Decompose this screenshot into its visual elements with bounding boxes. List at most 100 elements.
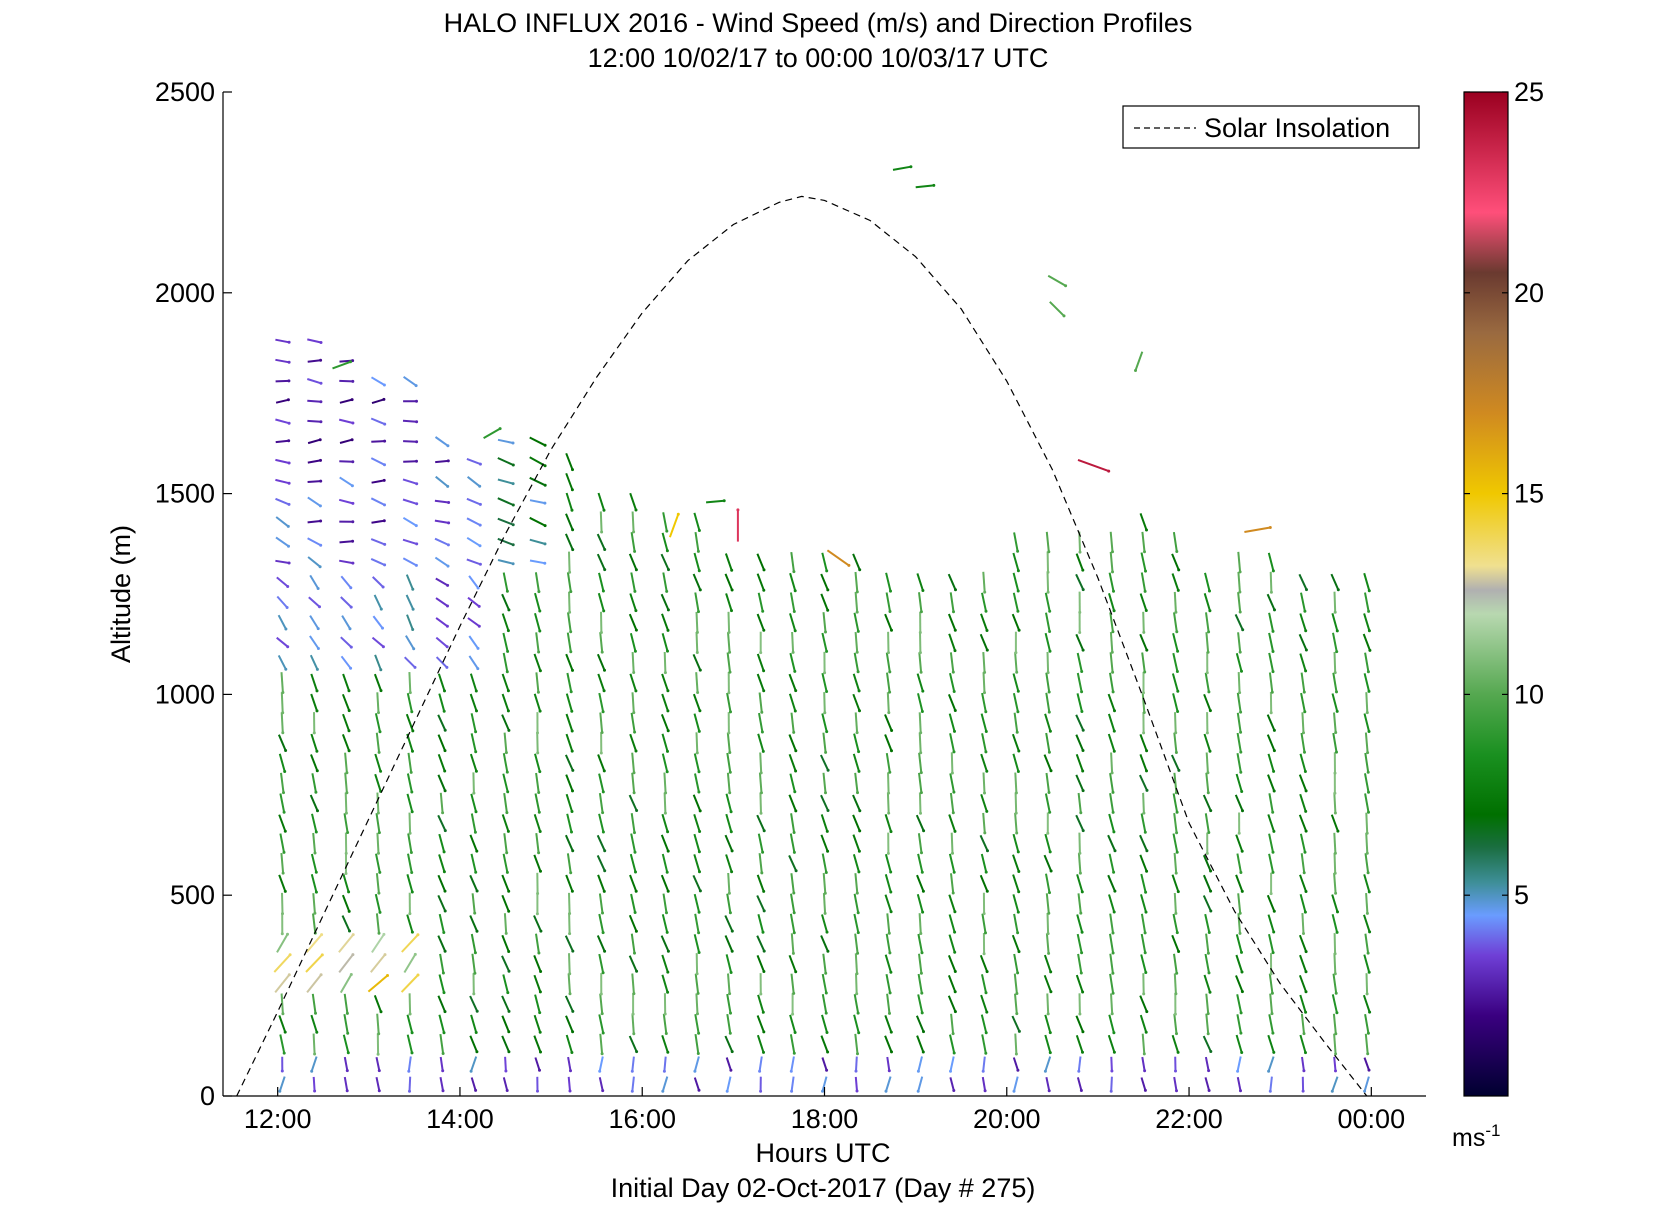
wind-barb-tip <box>507 729 510 732</box>
wind-barb-tip <box>1016 710 1019 713</box>
wind-barb-tip <box>1336 629 1339 632</box>
wind-barb-tip <box>1334 1052 1337 1055</box>
wind-barb-tip <box>1303 751 1306 754</box>
wind-barb-tip <box>1015 791 1018 794</box>
wind-barb-tip <box>1176 710 1179 713</box>
wind-barb-tip <box>888 951 891 954</box>
wind-barb-tip <box>571 509 574 512</box>
wind-barb-tip <box>1142 992 1145 995</box>
wind-barb-tip <box>409 832 412 835</box>
wind-barb-tip <box>571 548 574 551</box>
wind-barb <box>633 652 634 672</box>
wind-barb-tip <box>411 628 414 631</box>
wind-barb <box>569 592 570 613</box>
wind-barb-tip <box>667 950 670 953</box>
wind-barb-tip <box>890 729 893 732</box>
wind-barb-tip <box>351 484 354 487</box>
wind-barb-tip <box>731 849 734 852</box>
wind-barb-tip <box>288 341 291 344</box>
wind-barb-tip <box>763 909 766 912</box>
wind-barb-tip <box>729 911 732 914</box>
wind-barb-tip <box>666 991 669 994</box>
wind-barb-tip <box>759 993 762 996</box>
wind-barb-tip <box>1080 1089 1083 1092</box>
wind-barb-tip <box>634 609 637 612</box>
wind-barb-tip <box>287 545 290 548</box>
wind-barb-tip <box>666 1051 669 1054</box>
wind-barb-tip <box>1017 750 1020 753</box>
wind-barb-tip <box>921 951 924 954</box>
wind-barb-tip <box>1334 952 1337 955</box>
wind-barb-tip <box>826 1051 829 1054</box>
wind-barb-tip <box>952 1089 955 1092</box>
wind-barb <box>340 541 353 542</box>
wind-barb-tip <box>1334 972 1337 975</box>
wind-barb-tip <box>476 667 479 670</box>
wind-barb-tip <box>1112 690 1115 693</box>
wind-barb-tip <box>506 650 509 653</box>
wind-barb-tip <box>316 689 319 692</box>
wind-barb-tip <box>633 771 636 774</box>
wind-barb-tip <box>1239 912 1242 915</box>
wind-barb-tip <box>666 549 669 552</box>
wind-barb-tip <box>320 341 323 344</box>
wind-barb-tip <box>319 459 322 462</box>
wind-barb <box>1111 753 1112 773</box>
wind-barb-tip <box>952 791 955 794</box>
chart-subtitle: 12:00 10/02/17 to 00:00 10/03/17 UTC <box>588 43 1049 73</box>
y-tick-label: 2000 <box>155 278 215 308</box>
wind-barb-tip <box>1078 631 1081 634</box>
wind-barb-tip <box>664 671 667 674</box>
wind-barb-tip <box>952 610 955 613</box>
wind-barb-tip <box>383 440 386 443</box>
wind-barb-tip <box>317 647 320 650</box>
wind-barb <box>505 913 506 933</box>
wind-barb-tip <box>382 933 385 936</box>
wind-barb-tip <box>728 992 731 995</box>
wind-barb-tip <box>856 1090 859 1093</box>
wind-barb-tip <box>954 990 957 993</box>
wind-barb-tip <box>794 589 797 592</box>
wind-barb-tip <box>919 812 922 815</box>
wind-barb <box>728 873 729 893</box>
wind-barb <box>1271 572 1272 593</box>
wind-barb <box>537 732 538 753</box>
wind-barb-tip <box>983 671 986 674</box>
wind-barb-tip <box>983 591 986 594</box>
wind-barb-tip <box>320 382 323 385</box>
wind-barb-tip <box>411 588 414 591</box>
wind-barb-tip <box>539 1051 542 1054</box>
wind-barb-tip <box>1303 691 1306 694</box>
wind-barb-tip <box>379 668 382 671</box>
wind-barb-tip <box>1238 591 1241 594</box>
wind-barb <box>601 511 602 532</box>
wind-barb-tip <box>954 1010 957 1013</box>
wind-barb-tip <box>508 970 511 973</box>
wind-barb-tip <box>1175 751 1178 754</box>
wind-barb-tip <box>1112 590 1115 593</box>
wind-barb-tip <box>539 990 542 993</box>
wind-barb-tip <box>793 831 796 834</box>
wind-barb-tip <box>345 872 348 875</box>
wind-barb-tip <box>821 1090 824 1093</box>
wind-barb-tip <box>1336 931 1339 934</box>
wind-barb-tip <box>953 871 956 874</box>
wind-barb-tip <box>1305 950 1308 953</box>
wind-barb-tip <box>663 1070 666 1073</box>
wind-barb-tip <box>632 671 635 674</box>
wind-barb-tip <box>1044 1070 1047 1073</box>
wind-barb <box>1367 973 1368 994</box>
wind-barb-tip <box>919 651 922 654</box>
wind-barb <box>1335 933 1336 954</box>
wind-barb-tip <box>317 587 320 590</box>
wind-barb-tip <box>1208 609 1211 612</box>
wind-barb-tip <box>319 420 322 423</box>
wind-barb-tip <box>1207 1069 1210 1072</box>
wind-barb-tip <box>281 932 284 935</box>
wind-barb-tip <box>411 891 414 894</box>
wind-barb-tip <box>762 1011 765 1014</box>
wind-barb-tip <box>319 565 322 568</box>
wind-barb-tip <box>1049 850 1052 853</box>
wind-barb-tip <box>664 791 667 794</box>
x-tick-label: 14:00 <box>426 1104 494 1134</box>
